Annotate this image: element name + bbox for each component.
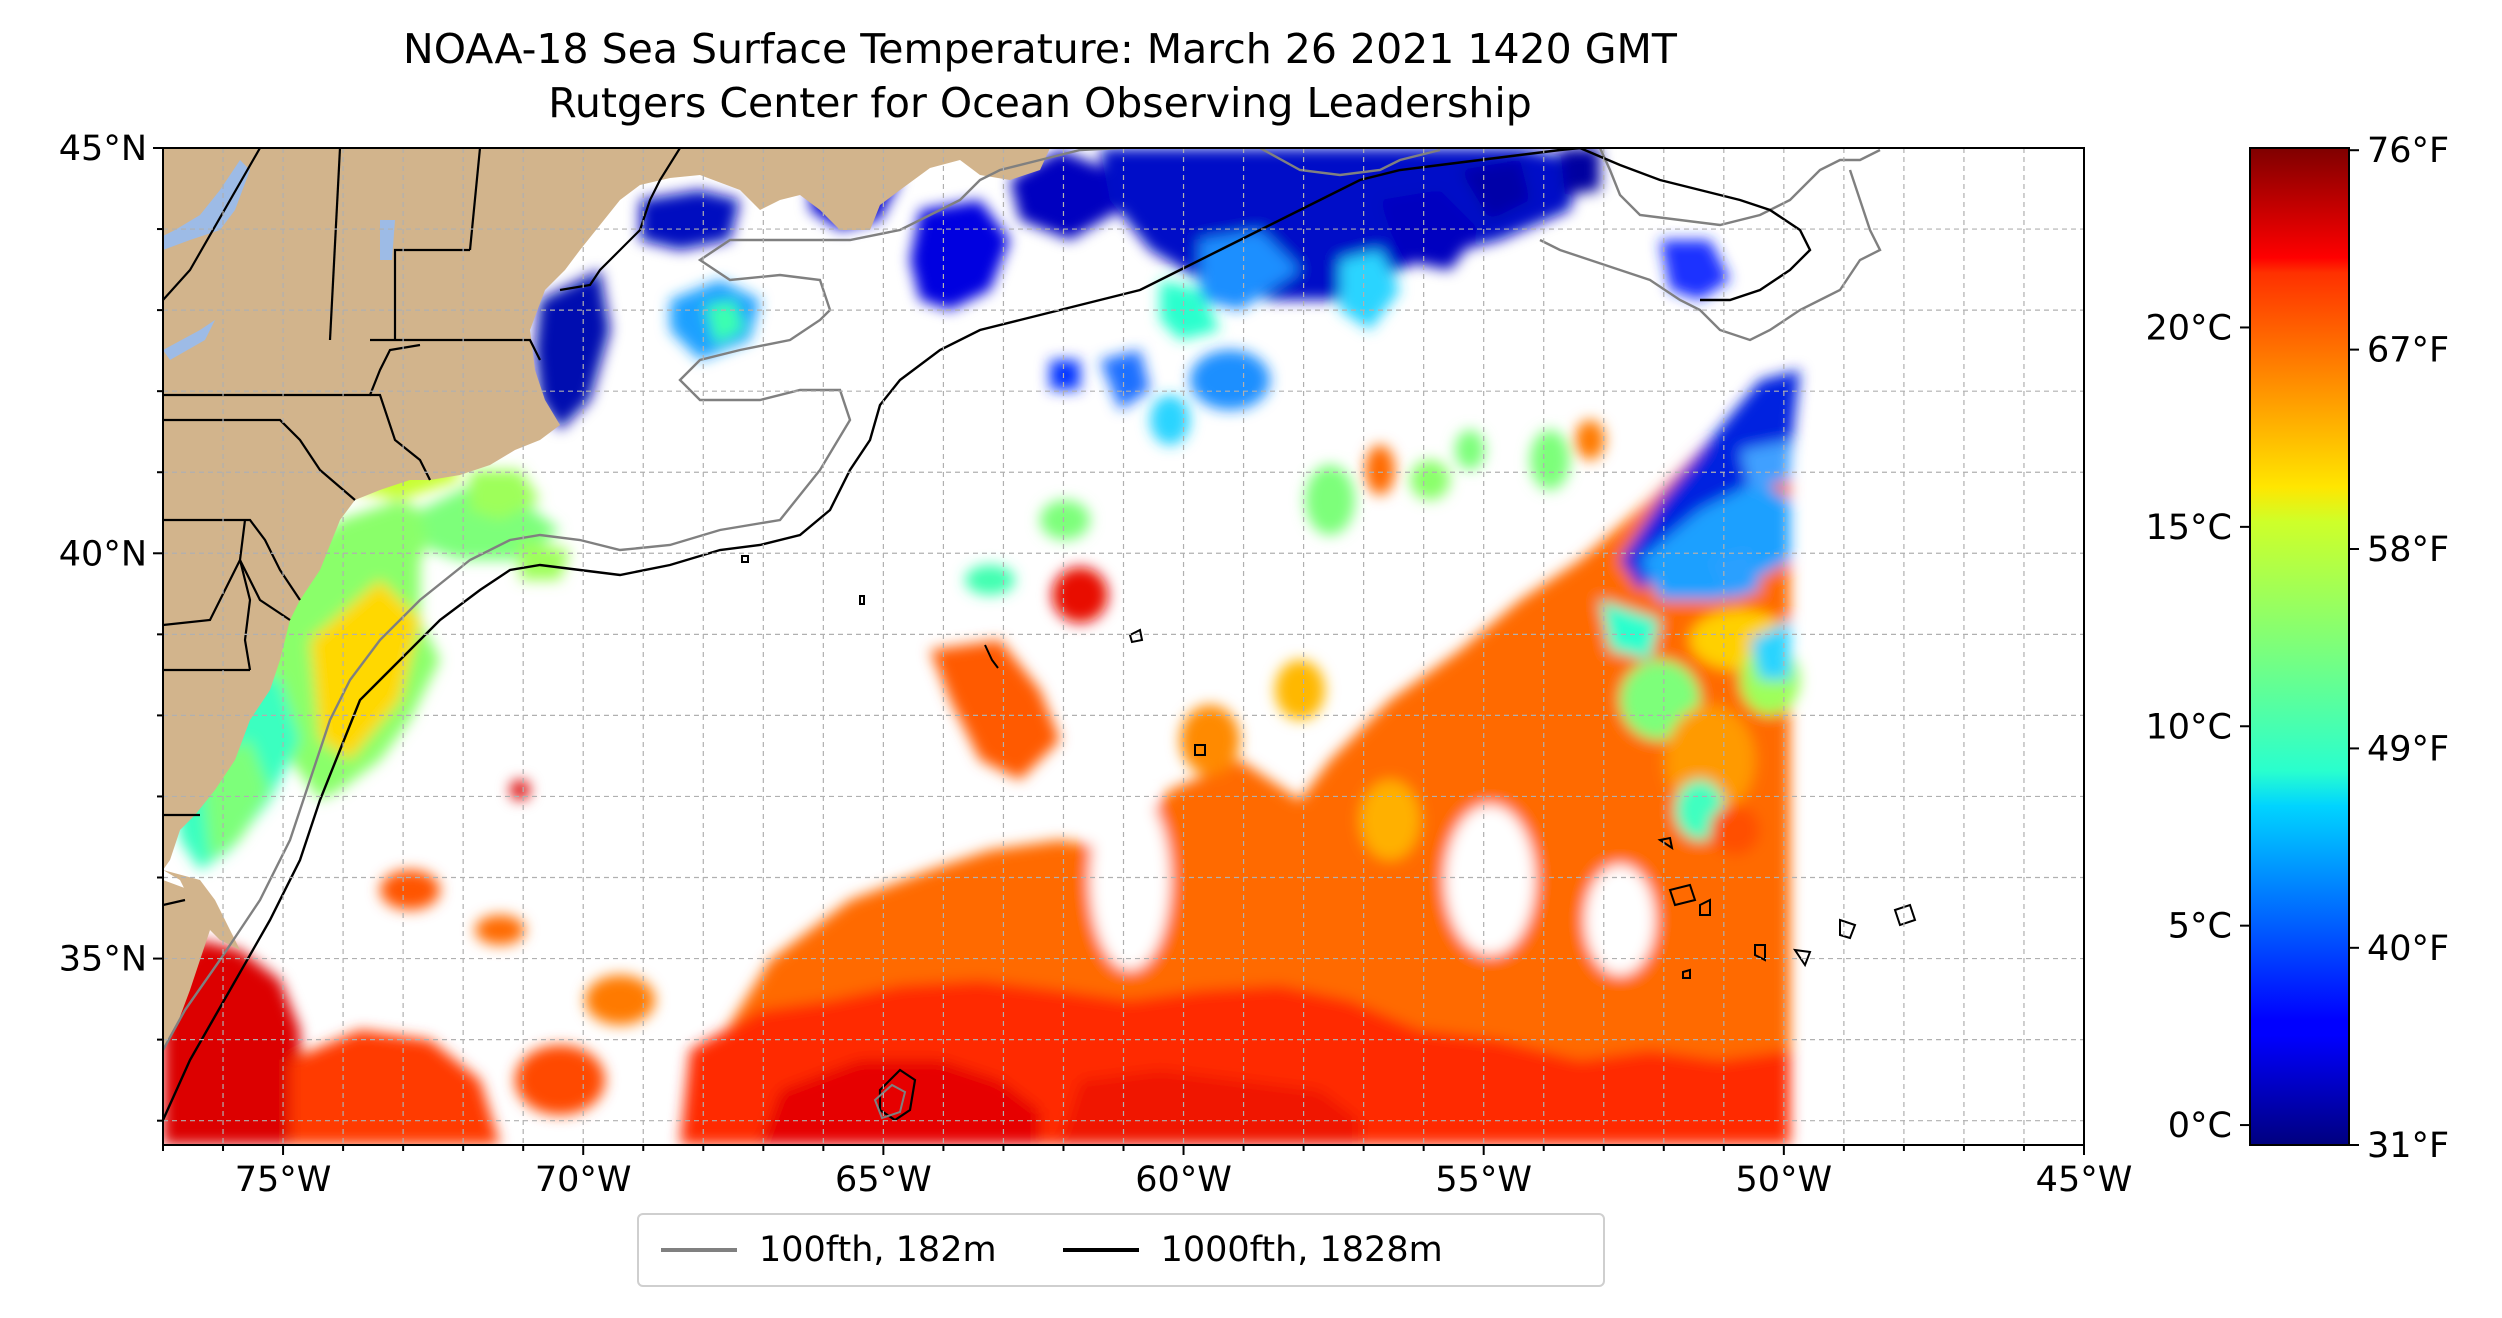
x-tick-label: 75°W [235, 1160, 332, 1200]
sst-field [163, 148, 1800, 1145]
colorbar-f-label: 31°F [2367, 1126, 2449, 1166]
x-tick-label: 55°W [1435, 1160, 1532, 1200]
state-borders [163, 148, 681, 907]
y-tick-label: 35°N [59, 940, 147, 980]
land [163, 148, 1050, 1050]
legend-item-1000fth: 1000fth, 1828m [1041, 1230, 1443, 1270]
colorbar-c-label: 15°C [2146, 508, 2232, 548]
title-line-2: Rutgers Center for Ocean Observing Leade… [548, 79, 1532, 127]
colorbar-f-label: 49°F [2367, 729, 2449, 769]
legend-label-100fth: 100fth, 182m [759, 1230, 997, 1270]
y-tick-label: 40°N [59, 534, 147, 574]
isobath-100fth [163, 148, 1882, 1051]
colorbar-c-label: 5°C [2168, 907, 2232, 947]
colorbar-c-label: 20°C [2146, 308, 2232, 348]
x-tick-label: 65°W [835, 1160, 932, 1200]
map-area [163, 148, 2084, 1145]
colorbar-f-label: 58°F [2367, 530, 2449, 570]
colorbar-f-label: 76°F [2367, 131, 2449, 171]
colorbar-c-label: 10°C [2146, 707, 2232, 747]
axis-ticks: 75°W 70°W 65°W 60°W 55°W 50°W 45°W 35°N 40°N 45°N [59, 129, 2133, 1200]
colorbar-c-label: 0°C [2168, 1106, 2232, 1146]
x-tick-label: 70°W [535, 1160, 632, 1200]
gridlines [163, 148, 2084, 1145]
legend-swatch-100fth [661, 1248, 737, 1252]
legend-label-1000fth: 1000fth, 1828m [1160, 1230, 1443, 1270]
colorbar-f-label: 67°F [2367, 331, 2449, 371]
chart-title: NOAA-18 Sea Surface Temperature: March 2… [160, 22, 1920, 130]
colorbar: 0°C 5°C 10°C 15°C 20°C 31°F 40°F 49°F 58°F 67°F 76… [2146, 131, 2450, 1166]
legend-item-100fth: 100fth, 182m [639, 1230, 997, 1270]
isobaths [163, 148, 1917, 1122]
x-tick-label: 60°W [1135, 1160, 1232, 1200]
colorbar-ticks: 0°C 5°C 10°C 15°C 20°C 31°F 40°F 49°F 58°F 67°F 76… [2146, 131, 2450, 1166]
title-line-1: NOAA-18 Sea Surface Temperature: March 2… [403, 25, 1677, 73]
x-tick-label: 50°W [1736, 1160, 1833, 1200]
colorbar-gradient [2249, 147, 2350, 1146]
isobath-1000fth [163, 148, 1812, 1121]
colorbar-f-label: 40°F [2367, 929, 2449, 969]
x-tick-label: 45°W [2036, 1160, 2133, 1200]
legend-swatch-1000fth [1062, 1248, 1139, 1252]
legend: 100fth, 182m 1000fth, 1828m [637, 1213, 1605, 1287]
y-tick-label: 45°N [59, 129, 147, 169]
